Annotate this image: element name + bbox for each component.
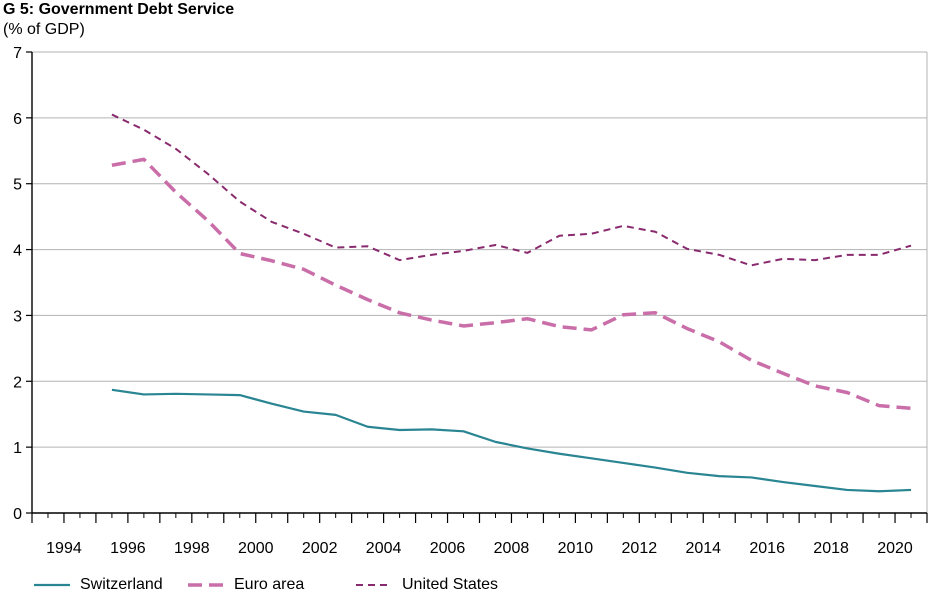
x-tick-label-2002: 2002 xyxy=(302,540,338,557)
legend-label-euro-area: Euro area xyxy=(234,576,305,593)
legend-item-switzerland: Switzerland xyxy=(34,574,163,596)
x-tick-label-1996: 1996 xyxy=(110,540,146,557)
x-tick-label-2020: 2020 xyxy=(877,540,913,557)
x-tick-label-1998: 1998 xyxy=(174,540,210,557)
x-tick-label-2006: 2006 xyxy=(430,540,466,557)
x-tick-label-2018: 2018 xyxy=(813,540,849,557)
y-tick-label-1: 1 xyxy=(13,440,22,457)
y-tick-label-3: 3 xyxy=(13,308,22,325)
legend-item-euro-area: Euro area xyxy=(188,574,304,596)
series-line-switzerland xyxy=(111,388,912,493)
x-tick-label-2010: 2010 xyxy=(558,540,594,557)
series-line-united-states xyxy=(111,113,912,267)
legend-swatch-euro-area xyxy=(188,583,224,587)
legend-label-united-states: United States xyxy=(402,576,499,593)
legend-swatch-switzerland xyxy=(34,583,70,587)
x-tick-label-2000: 2000 xyxy=(238,540,274,557)
x-tick-label-2004: 2004 xyxy=(366,540,402,557)
x-tick-label-1994: 1994 xyxy=(46,540,82,557)
x-tick-label-2012: 2012 xyxy=(622,540,658,557)
chart-legend: Switzerland Euro area United States xyxy=(0,574,930,596)
legend-label-switzerland: Switzerland xyxy=(80,576,163,593)
y-tick-label-0: 0 xyxy=(13,506,22,523)
series-line-euro-area xyxy=(111,157,912,411)
y-tick-label-4: 4 xyxy=(13,243,22,260)
x-tick-label-2014: 2014 xyxy=(685,540,721,557)
y-tick-label-5: 5 xyxy=(13,177,22,194)
y-tick-label-6: 6 xyxy=(13,111,22,128)
legend-item-united-states: United States xyxy=(356,574,498,596)
legend-swatch-united-states xyxy=(356,584,392,586)
y-tick-label-2: 2 xyxy=(13,374,22,391)
x-tick-label-2008: 2008 xyxy=(494,540,530,557)
y-tick-label-7: 7 xyxy=(13,45,22,62)
line-chart: 0 1 2 3 4 5 6 7 1994 1996 1998 2000 2002 2004 2006 2008… xyxy=(13,45,928,557)
chart-title: G 5: Government Debt Service xyxy=(3,1,235,18)
chart-subtitle: (% of GDP) xyxy=(3,21,85,38)
x-tick-label-2016: 2016 xyxy=(749,540,785,557)
